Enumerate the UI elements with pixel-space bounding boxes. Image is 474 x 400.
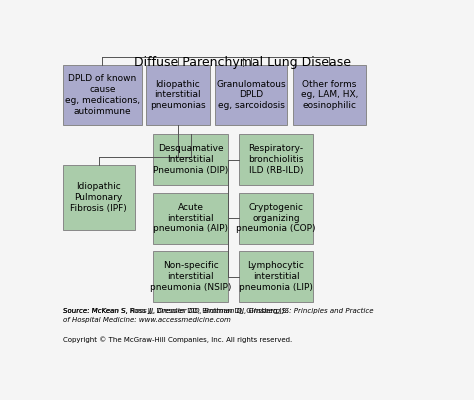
- FancyBboxPatch shape: [153, 193, 228, 244]
- FancyBboxPatch shape: [146, 65, 210, 125]
- Text: Granulomatous
DPLD
eg, sarcoidosis: Granulomatous DPLD eg, sarcoidosis: [216, 80, 286, 110]
- FancyBboxPatch shape: [239, 251, 313, 302]
- Text: Respiratory-
bronchiolitis
ILD (RB-ILD): Respiratory- bronchiolitis ILD (RB-ILD): [248, 144, 304, 175]
- FancyBboxPatch shape: [215, 65, 287, 125]
- Text: Idiopathic
Pulmonary
Fibrosis (IPF): Idiopathic Pulmonary Fibrosis (IPF): [70, 182, 127, 213]
- FancyBboxPatch shape: [153, 134, 228, 185]
- FancyBboxPatch shape: [292, 65, 366, 125]
- Text: Other forms
eg, LAM, HX,
eosinophilic: Other forms eg, LAM, HX, eosinophilic: [301, 80, 358, 110]
- Text: Lymphocytic
interstitial
pneumonia (LIP): Lymphocytic interstitial pneumonia (LIP): [239, 262, 313, 292]
- Text: Source: McKean S, Ross JJ, Dressler DD, Brotman DJ, Ginsberg JS:: Source: McKean S, Ross JJ, Dressler DD, …: [63, 308, 291, 314]
- FancyBboxPatch shape: [153, 251, 228, 302]
- Text: Desquamative
Interstitial
Pneumonia (DIP): Desquamative Interstitial Pneumonia (DIP…: [153, 144, 228, 175]
- Text: Diffuse Parenchymal Lung Disease: Diffuse Parenchymal Lung Disease: [135, 56, 351, 69]
- Text: Cryptogenic
organizing
pneumonia (COP): Cryptogenic organizing pneumonia (COP): [236, 203, 316, 234]
- FancyBboxPatch shape: [63, 65, 142, 125]
- Text: Idiopathic
interstitial
pneumonias: Idiopathic interstitial pneumonias: [150, 80, 206, 110]
- FancyBboxPatch shape: [239, 193, 313, 244]
- FancyBboxPatch shape: [63, 165, 135, 230]
- Text: Copyright © The McGraw-Hill Companies, Inc. All rights reserved.: Copyright © The McGraw-Hill Companies, I…: [63, 336, 292, 343]
- FancyBboxPatch shape: [239, 134, 313, 185]
- Text: Acute
interstitial
pneumonia (AIP): Acute interstitial pneumonia (AIP): [153, 203, 228, 234]
- Text: Non-specific
interstitial
pneumonia (NSIP): Non-specific interstitial pneumonia (NSI…: [150, 262, 231, 292]
- Text: DPLD of known
cause
eg, medications,
autoimmune: DPLD of known cause eg, medications, aut…: [65, 74, 140, 116]
- Text: Source: McKean S, Ross JJ, Dressler DD, Brotman DJ, Ginsberg JS: Principles and : Source: McKean S, Ross JJ, Dressler DD, …: [63, 308, 374, 322]
